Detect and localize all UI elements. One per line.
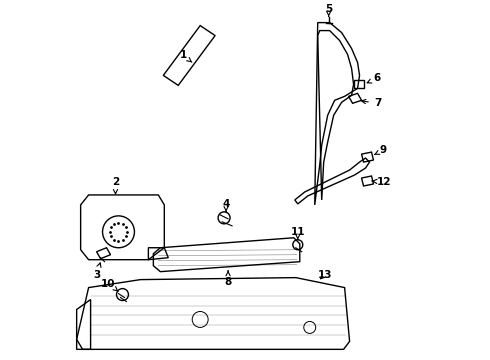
Text: 7: 7: [362, 98, 381, 108]
Text: 12: 12: [371, 177, 392, 187]
Text: 11: 11: [291, 227, 305, 240]
Text: 3: 3: [93, 263, 101, 280]
Text: 5: 5: [325, 4, 332, 17]
Text: 9: 9: [374, 145, 387, 155]
Text: 8: 8: [224, 271, 232, 287]
Text: 10: 10: [101, 279, 118, 291]
Text: 13: 13: [318, 270, 332, 280]
Text: 6: 6: [367, 73, 381, 84]
Text: 4: 4: [222, 199, 230, 212]
Text: 2: 2: [112, 177, 119, 194]
Text: 1: 1: [180, 50, 192, 62]
